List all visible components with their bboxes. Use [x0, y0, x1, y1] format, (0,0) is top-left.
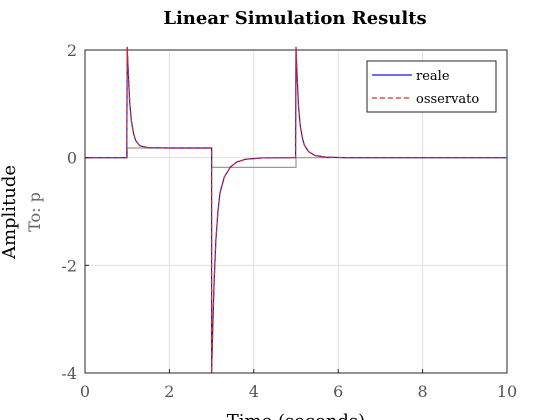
- y-ticks: 2 0 -2 -4: [61, 41, 89, 383]
- x-tick-label: 0: [80, 382, 90, 401]
- x-axis-label: Time (seconds): [227, 411, 365, 420]
- y-tick-label: 0: [67, 149, 77, 168]
- x-ticks: 0 2 4 6 8 10: [80, 369, 517, 401]
- x-tick-label: 4: [249, 382, 259, 401]
- y-tick-label: 2: [67, 41, 77, 60]
- legend: reale osservato: [366, 60, 497, 113]
- chart-title: Linear Simulation Results: [163, 8, 426, 29]
- series-layer: [85, 46, 507, 374]
- y-tick-label: -2: [61, 256, 77, 275]
- legend-box: [366, 60, 497, 113]
- x-tick-label: 6: [333, 382, 343, 401]
- x-tick-label: 2: [164, 382, 174, 401]
- y-tick-label: -4: [61, 364, 77, 383]
- subplot-label: To: p: [25, 192, 44, 232]
- x-tick-label: 10: [497, 382, 517, 401]
- x-tick-label: 8: [418, 382, 428, 401]
- y-axis-label: Amplitude: [0, 165, 20, 260]
- legend-label-reale: reale: [416, 69, 450, 84]
- legend-label-osservato: osservato: [416, 92, 479, 107]
- series-line-osservato: [85, 46, 507, 374]
